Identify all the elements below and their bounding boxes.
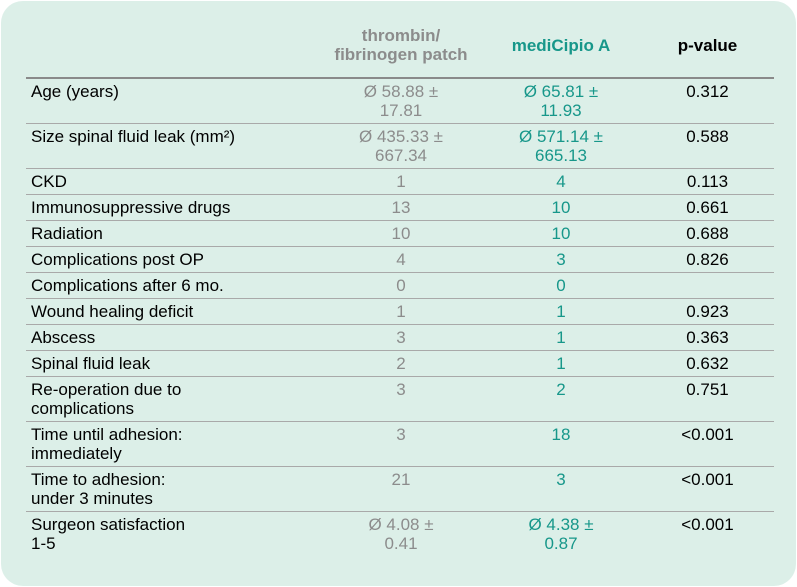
row-label: Radiation	[26, 220, 321, 247]
patch-value: 1	[321, 298, 481, 325]
row-label: Complications post OP	[26, 246, 321, 273]
row-label: Age (years)	[26, 78, 321, 124]
medicipio-value: 3	[481, 246, 641, 273]
row-label: Abscess	[26, 324, 321, 351]
medicipio-value: 2	[481, 376, 641, 422]
table-row: Surgeon satisfaction 1-5 Ø 4.08 ± 0.41 Ø 4…	[26, 512, 774, 557]
patch-value: Ø 435.33 ± 667.34	[321, 123, 481, 169]
row-label: Spinal fluid leak	[26, 350, 321, 377]
header-row: thrombin/ fibrinogen patch mediCipio A p…	[26, 13, 774, 79]
patch-value: 1	[321, 168, 481, 195]
medicipio-value: 10	[481, 194, 641, 221]
data-table: thrombin/ fibrinogen patch mediCipio A p…	[26, 13, 774, 556]
p-value: 0.826	[641, 246, 774, 273]
medicipio-value: Ø 65.81 ± 11.93	[481, 78, 641, 124]
table-row: Size spinal fluid leak (mm²) Ø 435.33 ± 6…	[26, 123, 774, 169]
table-row: Time to adhesion: under 3 minutes 21 3 <0.0…	[26, 466, 774, 512]
medicipio-value: 4	[481, 168, 641, 195]
table-row: Complications after 6 mo. 0 0	[26, 272, 774, 299]
patch-value: 3	[321, 376, 481, 422]
medicipio-value: Ø 571.14 ± 665.13	[481, 123, 641, 169]
p-value: 0.751	[641, 376, 774, 422]
table-body: Age (years) Ø 58.88 ± 17.81 Ø 65.81 ± 11.9…	[26, 78, 774, 556]
row-label: Wound healing deficit	[26, 298, 321, 325]
medicipio-value: 1	[481, 298, 641, 325]
patch-value: Ø 58.88 ± 17.81	[321, 78, 481, 124]
p-value: <0.001	[681, 515, 734, 534]
row-label: Complications after 6 mo.	[26, 272, 321, 299]
medicipio-value: 18	[481, 421, 641, 467]
row-label: Re-operation due to complications	[26, 376, 321, 422]
patch-value: 3	[321, 421, 481, 467]
table-row: Spinal fluid leak 2 1 0.632	[26, 350, 774, 377]
medicipio-value: 0	[481, 272, 641, 299]
p-value: <0.001	[641, 421, 774, 467]
table-row: Wound healing deficit 1 1 0.923	[26, 298, 774, 325]
patch-value: 3	[321, 324, 481, 351]
patch-value: 21	[321, 466, 481, 512]
row-label: Time to adhesion: under 3 minutes	[26, 466, 321, 512]
row-label: Size spinal fluid leak (mm²)	[26, 123, 321, 169]
p-value: 0.632	[641, 350, 774, 377]
p-value: 0.363	[641, 324, 774, 351]
row-label: CKD	[26, 168, 321, 195]
table-row: Age (years) Ø 58.88 ± 17.81 Ø 65.81 ± 11.9…	[26, 78, 774, 124]
table-row: Abscess 3 1 0.363	[26, 324, 774, 351]
patch-value: Ø 4.08 ± 0.41	[368, 515, 434, 553]
header-cell: p-value	[641, 13, 774, 79]
patch-value: 0	[321, 272, 481, 299]
medicipio-value: 3	[481, 466, 641, 512]
p-value: 0.312	[641, 78, 774, 124]
p-value: 0.113	[641, 168, 774, 195]
p-value: 0.588	[641, 123, 774, 169]
row-label: Time until adhesion: immediately	[26, 421, 321, 467]
row-label: Surgeon satisfaction 1-5	[31, 515, 186, 553]
medicipio-value: 1	[481, 350, 641, 377]
medicipio-value: 10	[481, 220, 641, 247]
medicipio-value: Ø 4.38 ± 0.87	[528, 515, 594, 553]
p-value: <0.001	[641, 466, 774, 512]
table-row: Complications post OP 4 3 0.826	[26, 246, 774, 273]
p-value	[641, 272, 774, 299]
table-row: Time until adhesion: immediately 3 18 <0.00…	[26, 421, 774, 467]
medicipio-value: 1	[481, 324, 641, 351]
patch-value: 13	[321, 194, 481, 221]
table-row: CKD 1 4 0.113	[26, 168, 774, 195]
table-row: Radiation 10 10 0.688	[26, 220, 774, 247]
p-value: 0.923	[641, 298, 774, 325]
row-label: Immunosuppressive drugs	[26, 194, 321, 221]
patch-value: 10	[321, 220, 481, 247]
header-empty	[26, 13, 321, 79]
table-row: Re-operation due to complications 3 2 0.751	[26, 376, 774, 422]
header-cell: thrombin/ fibrinogen patch	[321, 13, 481, 79]
p-value: 0.661	[641, 194, 774, 221]
patch-value: 2	[321, 350, 481, 377]
p-value: 0.688	[641, 220, 774, 247]
header-cell: mediCipio A	[481, 13, 641, 79]
patch-value: 4	[321, 246, 481, 273]
table-row: Immunosuppressive drugs 13 10 0.661	[26, 194, 774, 221]
